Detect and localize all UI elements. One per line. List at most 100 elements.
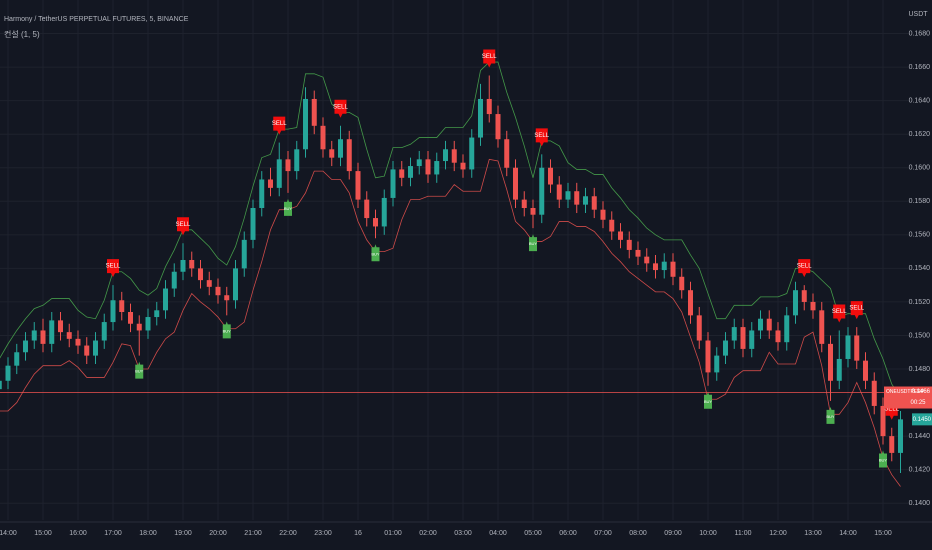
candle-body [775,330,781,343]
candle-body [93,340,98,356]
y-tick-label: 0.1680 [909,30,931,37]
x-tick-label: 22:00 [279,530,297,537]
candle-body [530,208,536,215]
y-tick-label: 0.1500 [909,332,931,339]
sell-marker [107,259,119,278]
candle-body [784,315,790,343]
candle-body [241,239,247,269]
candle-body [705,340,711,373]
x-tick-label: 02:00 [419,530,437,537]
candle-body [478,98,483,138]
buy-marker [704,391,712,409]
y-tick-label: 0.1520 [909,299,931,306]
candle-body [828,343,833,381]
candle-body [171,271,177,289]
candle-body [128,312,133,324]
candle-body [889,436,895,453]
sell-label: SELL [832,309,847,315]
candle-body [749,330,755,349]
candle-body [189,260,195,269]
candle-body [66,332,72,339]
x-tick-label: 03:00 [454,530,472,537]
candle-body [224,295,230,301]
candle-body [836,358,842,381]
buy-label: BUY [879,458,888,463]
x-tick-label: 09:00 [664,530,682,537]
candle-body [609,219,615,232]
candle-body [0,380,2,390]
candle-body [416,159,422,167]
sell-label: SELL [272,121,287,127]
candle-body [714,355,720,373]
y-tick-label: 0.1400 [909,500,931,507]
candle-body [766,318,772,331]
y-tick-label: 0.1660 [909,64,931,71]
sell-marker [850,301,863,320]
candle-body [259,179,265,208]
sell-label: SELL [482,54,497,60]
candle-body [408,166,413,178]
alt-price-box [912,413,932,426]
candle-body [154,310,160,318]
candle-body [75,338,81,346]
candle-body [101,322,107,341]
candle-body [898,419,903,453]
sell-label: SELL [176,222,191,228]
band-line [0,158,901,487]
buy-marker [284,198,292,216]
y-tick-label: 0.1640 [909,97,931,104]
y-tick-label: 0.1420 [909,467,931,474]
y-tick-label: 0.1620 [909,131,931,138]
candle-body [513,167,518,200]
candle-body [583,196,588,205]
candle-body [23,340,28,353]
last-price-symbol: ONEUSDTPERP [886,389,925,395]
candle-body [119,300,125,312]
grid [0,0,910,520]
candle-body [556,184,562,200]
indicator-label: 컨설 (1, 5) [4,29,40,39]
candle-body [880,405,886,437]
candle-body [206,280,212,287]
x-tick-label: 16:00 [69,530,87,537]
buy-marker [135,361,144,379]
candle-body [626,239,632,250]
x-tick-label: 05:00 [524,530,542,537]
candle-body [486,98,492,115]
buy-marker [826,406,835,424]
x-tick-label: 15:00 [874,530,892,537]
sell-label: SELL [534,133,549,139]
candle-body [469,137,475,170]
buy-marker [529,234,537,252]
x-tick-label: 04:00 [489,530,507,537]
alt-price-label: 0.1450 [913,417,932,423]
candle-body [731,327,737,341]
candle-body [548,167,553,185]
x-tick-label: 12:00 [769,530,787,537]
candle-body [163,288,168,311]
band-line [0,61,901,398]
x-tick-label: 08:00 [629,530,647,537]
candle-body [591,196,597,210]
sell-label: SELL [849,306,864,312]
candle-body [233,268,238,301]
sell-label: SELL [333,104,348,110]
candle-body [443,149,448,162]
currency: USDT [908,11,928,18]
buy-label: BUY [135,369,144,374]
candle-body [346,139,352,172]
sell-marker [273,116,286,135]
candle-body [303,98,308,150]
x-tick-label: 15:00 [34,530,52,537]
x-tick-label: 10:00 [699,530,717,537]
x-tick-label: 14:00 [0,530,17,537]
candle-body [740,327,746,349]
candle-body [539,167,545,215]
x-tick-label: 19:00 [174,530,192,537]
candle-body [268,179,273,188]
candle-body [84,345,90,356]
candle-body [136,323,142,331]
candle-body [355,171,361,200]
